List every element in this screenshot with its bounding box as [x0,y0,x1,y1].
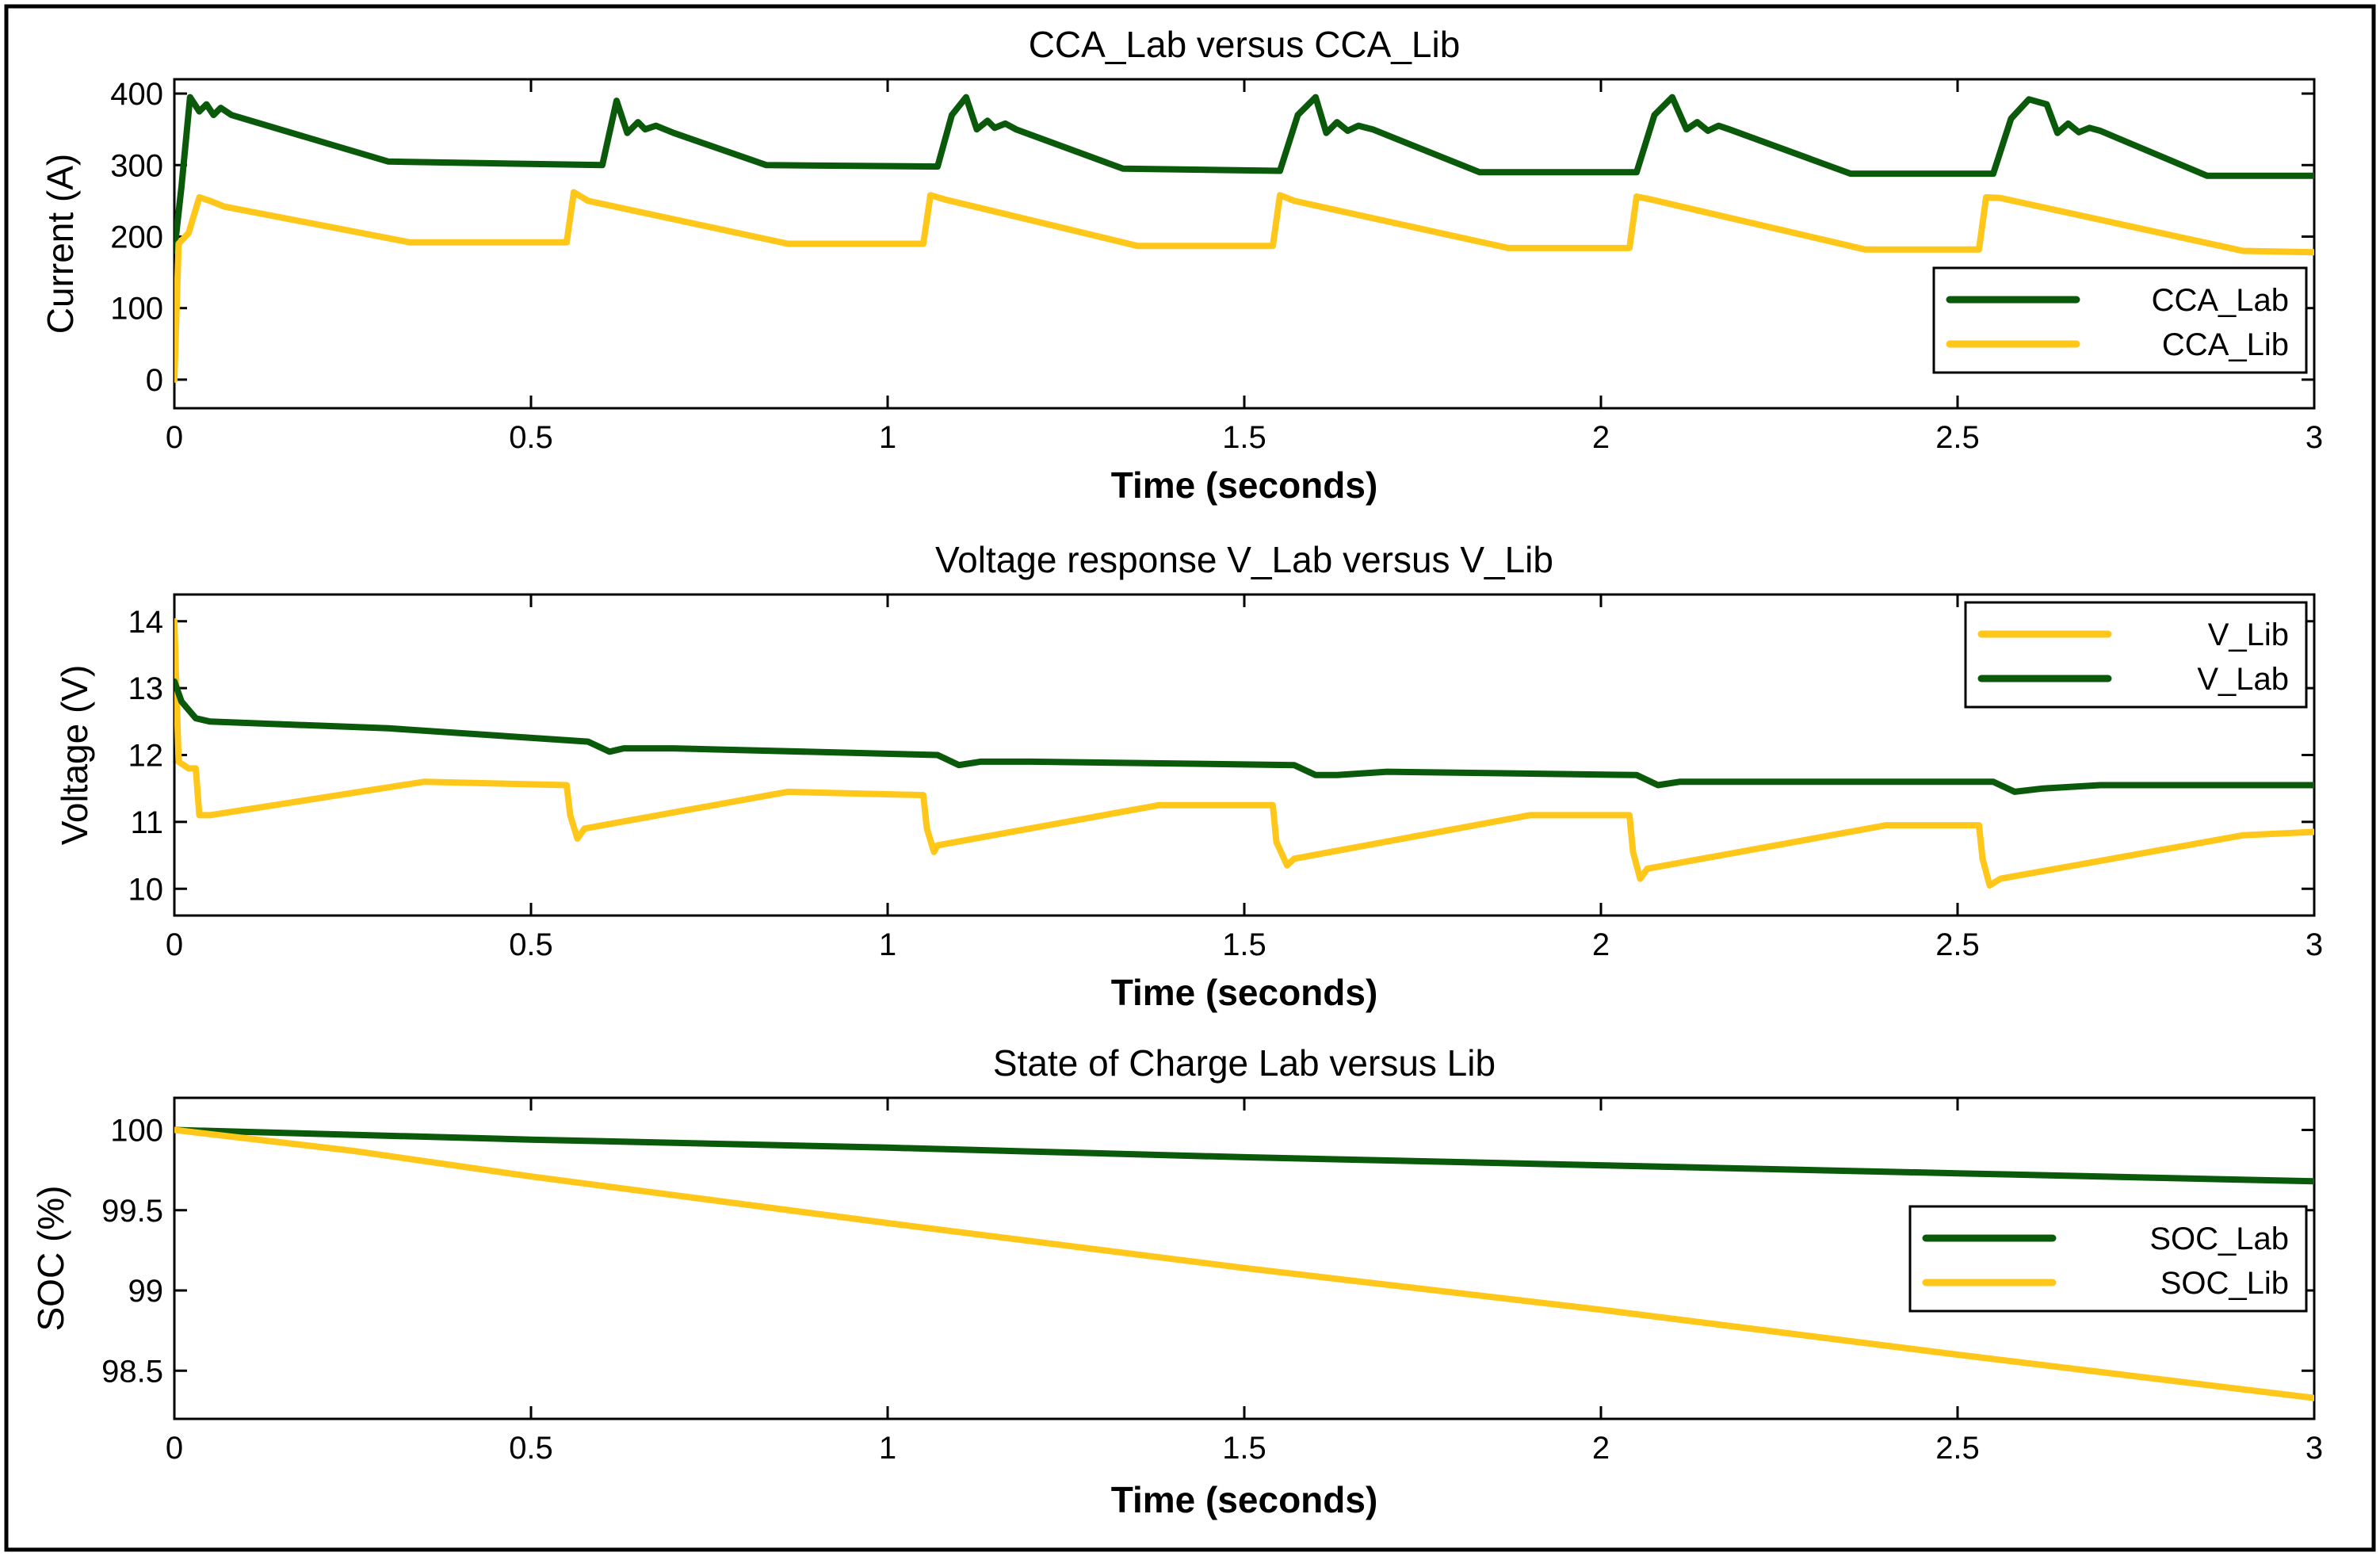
y-axis-label: Voltage (V) [54,665,95,846]
series-line-soc-lib [174,1126,2314,1401]
series-line-soc-lab [174,1126,2314,1185]
y-axis-label: Current (A) [40,154,81,334]
chart-title: CCA_Lab versus CCA_Lib [1029,24,1461,65]
legend-label: V_Lab [2197,662,2289,697]
legend-label: CCA_Lab [2152,283,2289,318]
axes-box [173,593,2316,917]
legend: CCA_Lab CCA_Lib [1932,266,2308,374]
subplot-1: 0 0.5 1 1.5 2 2.5 3 0 100 200 300 400 CCA_Lab versus… [40,24,2323,506]
series-line-v-lib [174,617,2314,889]
x-tick-label: 2.5 [1935,1431,1980,1466]
x-tick-label: 1.5 [1222,420,1266,455]
y-tick-label: 12 [128,739,164,774]
x-tick-label: 0 [166,927,183,962]
chart-title: Voltage response V_Lab versus V_Lib [935,539,1553,580]
y-tick-label: 14 [128,605,164,640]
legend: V_Lib V_Lab [1964,601,2308,709]
y-tick-label: 13 [128,671,164,706]
y-tick-label: 11 [130,805,163,840]
legend-box [1964,601,2308,709]
subplot-3: 0 0.5 1 1.5 2 2.5 3 98.5 99 99.5 100 State of Charg… [30,1042,2323,1520]
x-tick-label: 3 [2306,1431,2323,1466]
series-line-v-lab [174,678,2314,795]
chart-title: State of Charge Lab versus Lib [993,1042,1496,1084]
x-tick-label: 1 [879,420,896,455]
x-tick-label: 0 [166,1431,183,1466]
y-tick-label: 400 [110,77,163,112]
x-tick-label: 2 [1592,1431,1610,1466]
legend-label: SOC_Lab [2149,1221,2289,1256]
legend-label: CCA_Lib [2162,327,2289,362]
x-tick-label: 1.5 [1222,1431,1266,1466]
y-tick-label: 100 [110,1114,163,1149]
x-tick-label: 3 [2306,927,2323,962]
x-tick-label: 2.5 [1935,420,1980,455]
x-tick-label: 2.5 [1935,927,1980,962]
y-tick-label: 0 [146,363,163,398]
x-tick-label: 0.5 [509,1431,553,1466]
series-line-cca-lib [174,189,2314,383]
y-tick-label: 10 [128,872,164,907]
x-tick-label: 1 [879,1431,896,1466]
x-tick-label: 0.5 [509,927,553,962]
y-tick-label: 99.5 [101,1194,163,1229]
y-tick-label: 99 [128,1274,164,1309]
series-line-cca-lab [174,94,2314,254]
x-axis-label: Time (seconds) [1111,465,1378,506]
x-tick-label: 2 [1592,420,1610,455]
y-tick-label: 98.5 [101,1354,163,1389]
x-tick-label: 0.5 [509,420,553,455]
y-tick-label: 100 [110,292,163,327]
x-tick-label: 1 [879,927,896,962]
legend-label: SOC_Lib [2160,1266,2289,1301]
y-tick-label: 200 [110,220,163,254]
legend: SOC_Lab SOC_Lib [1908,1205,2308,1313]
x-tick-label: 3 [2306,420,2323,455]
x-axis-label: Time (seconds) [1111,972,1378,1013]
y-tick-label: 300 [110,148,163,183]
x-axis-label: Time (seconds) [1111,1479,1378,1520]
y-axis-label: SOC (%) [30,1186,71,1332]
subplot-2: 0 0.5 1 1.5 2 2.5 3 10 11 12 13 14 Voltage response … [54,539,2323,1013]
x-tick-label: 0 [166,420,183,455]
x-tick-label: 1.5 [1222,927,1266,962]
legend-box [1932,266,2308,374]
legend-box [1908,1205,2308,1313]
x-tick-label: 2 [1592,927,1610,962]
legend-label: V_Lib [2208,617,2289,652]
